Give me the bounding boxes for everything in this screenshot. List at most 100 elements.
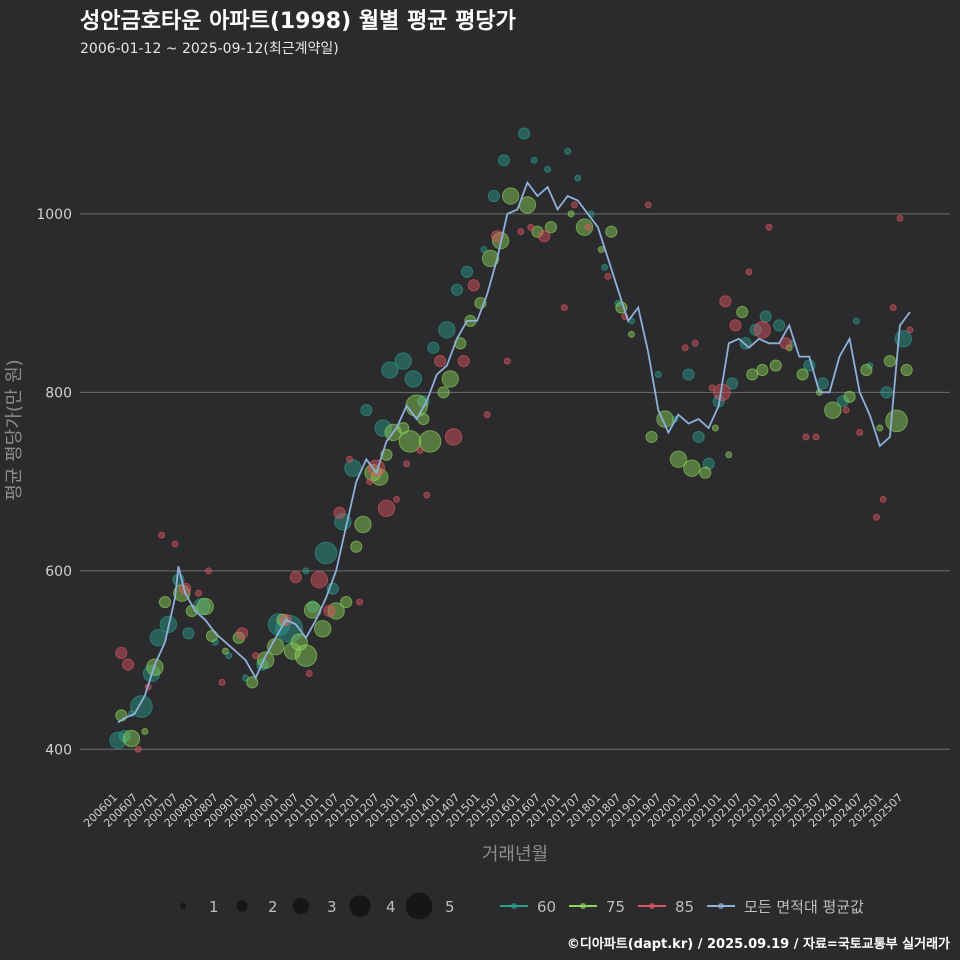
data-point-75 [900,363,913,377]
data-point-75 [205,629,219,643]
y-tick-label: 400 [45,742,72,758]
data-point-85 [218,678,226,686]
legend-size-5 [405,892,433,920]
data-point-85 [423,491,431,499]
data-point-75 [567,210,575,218]
data-point-75 [531,225,544,238]
data-point-60 [773,319,786,332]
legend-key-dot [511,903,517,909]
data-point-85 [310,571,329,589]
data-point-85 [538,230,551,243]
data-point-85 [205,567,213,575]
data-point-75 [883,355,896,368]
data-point-75 [122,729,141,748]
data-point-75 [314,620,332,638]
legend-size-3 [292,897,310,915]
data-point-85 [252,652,260,660]
data-point-75 [736,305,749,319]
data-point-85 [729,319,742,332]
data-point-60 [654,370,662,378]
legend-size-label: 5 [445,898,455,916]
data-point-85 [467,279,480,292]
data-point-75 [196,597,214,616]
data-point-85 [434,355,447,368]
data-point-85 [879,495,887,503]
data-point-85 [367,459,386,477]
data-point-60 [497,154,511,167]
y-tick-label: 1000 [36,207,72,223]
data-point-85 [842,406,850,414]
data-point-75 [417,413,430,426]
data-point-85 [483,411,491,419]
data-point-60 [360,404,373,417]
data-point-85 [158,531,166,539]
data-point-85 [745,268,753,276]
data-point-60 [374,419,392,437]
data-point-60 [381,361,399,379]
data-point-60 [564,147,572,155]
data-point-85 [393,495,401,503]
data-point-75 [340,595,353,609]
data-point-75 [725,451,733,459]
data-point-85 [305,669,313,677]
data-point-85 [289,570,302,584]
data-point-75 [354,515,372,534]
data-point-75 [294,644,318,667]
data-point-75 [350,540,363,553]
data-point-85 [753,321,772,339]
data-point-75 [283,642,302,660]
data-point-60 [574,174,582,182]
credit-text: ©디아파트(dapt.kr) / 2025.09.19 / 자료=국토교통부 실… [567,936,950,952]
data-point-60 [344,459,362,477]
data-point-85 [346,455,354,463]
data-point-85 [236,627,249,640]
average-line-path [117,180,911,724]
data-point-85 [356,598,364,606]
legend-size-2 [236,900,248,912]
data-point-85 [604,272,612,280]
data-point-60 [302,567,310,575]
data-point-60 [759,310,772,323]
data-point-85 [416,446,424,454]
legend-size-label: 1 [209,898,219,916]
data-point-85 [134,745,142,753]
data-point-85 [503,357,511,365]
data-point-60 [314,541,338,565]
data-point-75 [885,409,908,433]
data-point-85 [333,506,346,519]
data-point-60 [450,283,464,296]
data-point-75 [796,368,809,381]
data-point-75 [605,225,618,238]
data-point-85 [691,339,699,347]
data-point-75 [645,430,658,444]
data-point-85 [896,214,904,222]
data-point-85 [195,589,203,597]
data-point-75 [398,430,422,453]
data-point-75 [544,221,558,234]
data-point-60 [487,189,500,203]
data-point-75 [627,330,635,338]
data-point-60 [427,341,440,354]
legend-key-dot [580,903,586,909]
data-point-85 [906,326,914,334]
data-point-75 [246,676,259,689]
data-point-75 [824,401,842,419]
data-point-85 [527,223,535,231]
data-point-85 [323,604,336,618]
data-point-75 [876,424,884,432]
data-point-85 [115,646,128,660]
data-point-85 [765,223,773,231]
legend-series-label: 85 [675,898,694,916]
data-point-60 [480,246,488,254]
data-point-60 [702,457,715,470]
data-point-85 [872,513,880,521]
data-point-85 [889,304,897,312]
data-point-85 [444,428,463,446]
data-point-85 [681,344,689,352]
data-point-60 [394,352,412,370]
data-point-85 [171,540,179,548]
data-point-75 [221,647,229,655]
data-point-60 [530,156,538,164]
data-point-60 [109,731,127,750]
